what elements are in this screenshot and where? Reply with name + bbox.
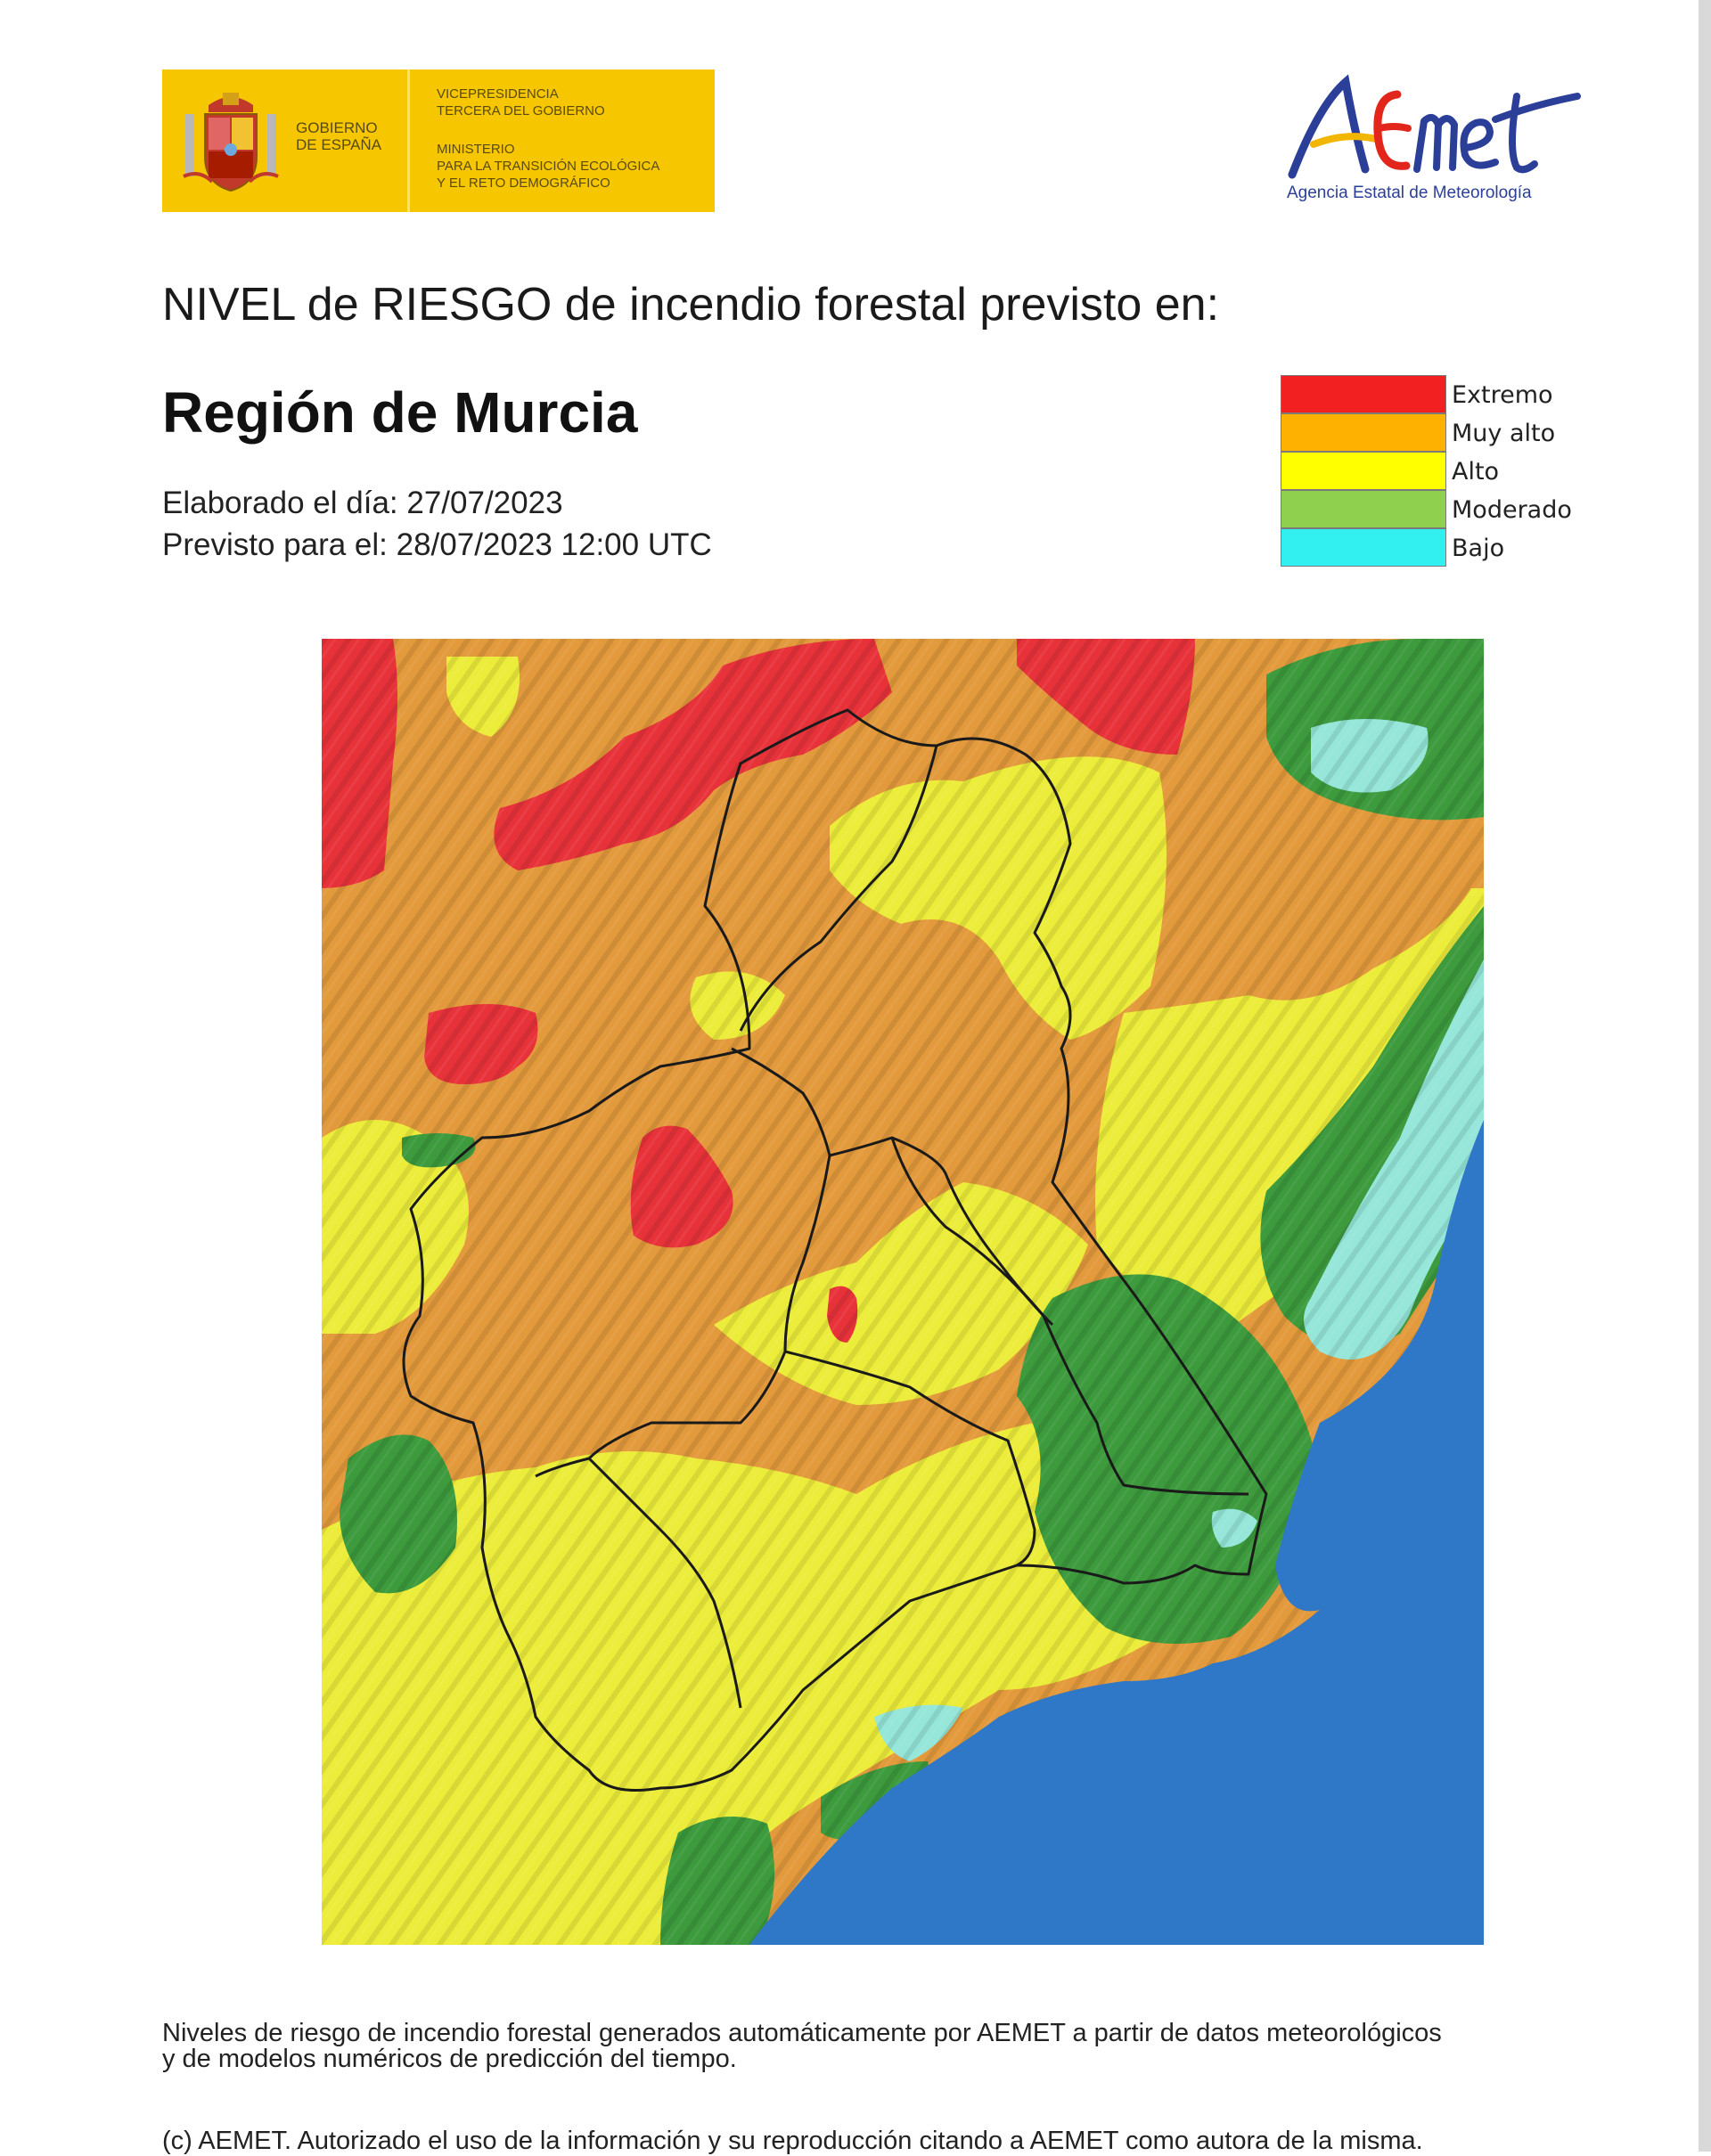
legend-label-extremo: Extremo (1452, 381, 1553, 409)
ministry-line: MINISTERIO (437, 142, 515, 157)
elaborated-date: Elaborado el día: 27/07/2023 (162, 486, 563, 520)
legend-swatch-alto (1281, 452, 1446, 490)
legend-swatch-muy-alto (1281, 413, 1446, 452)
legend-label-muy-alto: Muy alto (1452, 420, 1556, 447)
legend-swatch-extremo (1281, 375, 1446, 413)
ministry-line: PARA LA TRANSICIÓN ECOLÓGICA (437, 159, 660, 174)
vicepresidencia-text: VICEPRESIDENCIA TERCERA DEL GOBIERNO (437, 86, 605, 119)
coat-of-arms-icon (183, 93, 279, 192)
vice-line: TERCERA DEL GOBIERNO (437, 103, 605, 118)
comarca-borders (402, 708, 1268, 1792)
legend-swatch-moderado (1281, 490, 1446, 528)
gobierno-name-line: DE ESPAÑA (296, 136, 382, 153)
aemet-logo (1288, 74, 1581, 179)
region-title: Región de Murcia (162, 380, 638, 445)
border-outer (402, 708, 1268, 1792)
logo-divider (407, 69, 410, 212)
border-inner-4 (587, 1457, 742, 1709)
risk-map (322, 639, 1484, 1945)
aemet-subtitle: Agencia Estatal de Meteorología (1287, 184, 1532, 202)
legend-label-moderado: Moderado (1452, 496, 1572, 524)
border-inner-2 (535, 1155, 831, 1478)
footer-note-line: y de modelos numéricos de predicción del… (162, 2045, 737, 2073)
page-edge (1699, 0, 1711, 2152)
gobierno-name: GOBIERNO DE ESPAÑA (296, 119, 381, 153)
border-inner-6 (739, 745, 938, 1032)
ministry-line: Y EL RETO DEMOGRÁFICO (437, 176, 610, 191)
vice-line: VICEPRESIDENCIA (437, 86, 559, 102)
legend-swatch-bajo (1281, 528, 1446, 567)
copyright-notice: (c) AEMET. Autorizado el uso de la infor… (162, 2127, 1423, 2155)
footer-note: Niveles de riesgo de incendio forestal g… (162, 2021, 1552, 2072)
sea-area (749, 1120, 1484, 1945)
footer-note-line: Niveles de riesgo de incendio forestal g… (162, 2019, 1442, 2047)
border-inner-5 (784, 1350, 1036, 1567)
risk-map-canvas (322, 639, 1484, 1945)
gobierno-name-line: GOBIERNO (296, 119, 378, 136)
ministerio-text: MINISTERIO PARA LA TRANSICIÓN ECOLÓGICA … (437, 141, 659, 192)
forecast-date: Previsto para el: 28/07/2023 12:00 UTC (162, 527, 712, 562)
gobierno-logo: GOBIERNO DE ESPAÑA VICEPRESIDENCIA TERCE… (162, 69, 715, 212)
legend-label-alto: Alto (1452, 458, 1500, 486)
legend-label-bajo: Bajo (1452, 535, 1505, 562)
page-heading: NIVEL de RIESGO de incendio forestal pre… (162, 279, 1220, 331)
border-inner-3 (890, 1137, 1249, 1496)
